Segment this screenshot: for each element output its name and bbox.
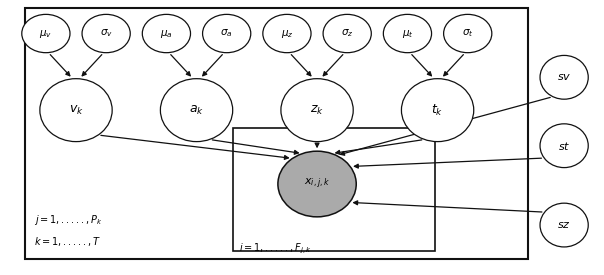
Text: $k=1,.....,T$: $k=1,.....,T$	[34, 235, 101, 248]
Ellipse shape	[443, 14, 492, 53]
Text: $t_k$: $t_k$	[431, 103, 444, 118]
Text: $x_{i,j,k}$: $x_{i,j,k}$	[304, 177, 330, 191]
Ellipse shape	[161, 79, 233, 142]
Ellipse shape	[540, 56, 588, 99]
Ellipse shape	[40, 79, 112, 142]
Ellipse shape	[202, 14, 251, 53]
Text: $\mu_a$: $\mu_a$	[160, 28, 173, 40]
Text: $a_k$: $a_k$	[189, 104, 204, 117]
Text: $\sigma_t$: $\sigma_t$	[462, 28, 474, 39]
Bar	[233, 128, 434, 251]
Text: $\mu_v$: $\mu_v$	[39, 28, 53, 40]
Text: $v_k$: $v_k$	[69, 104, 83, 117]
Ellipse shape	[281, 79, 353, 142]
Text: $i=1,.....,F_{j,k}$: $i=1,.....,F_{j,k}$	[239, 241, 312, 255]
Text: $\sigma_z$: $\sigma_z$	[341, 28, 353, 39]
Ellipse shape	[278, 151, 356, 217]
Text: $j=1,.....,P_k$: $j=1,.....,P_k$	[34, 213, 103, 227]
Ellipse shape	[323, 14, 371, 53]
Ellipse shape	[263, 14, 311, 53]
Ellipse shape	[540, 203, 588, 247]
Text: $\mu_t$: $\mu_t$	[402, 28, 413, 40]
Ellipse shape	[22, 14, 70, 53]
Ellipse shape	[540, 124, 588, 167]
Text: $z_k$: $z_k$	[310, 104, 324, 117]
Bar	[25, 7, 528, 259]
Text: $\sigma_a$: $\sigma_a$	[220, 28, 233, 39]
Ellipse shape	[402, 79, 474, 142]
Text: $sv$: $sv$	[557, 72, 571, 82]
Ellipse shape	[82, 14, 130, 53]
Text: $\sigma_v$: $\sigma_v$	[100, 28, 112, 39]
Text: $st$: $st$	[558, 140, 570, 152]
Ellipse shape	[143, 14, 190, 53]
Text: $\mu_z$: $\mu_z$	[281, 28, 294, 40]
Ellipse shape	[384, 14, 432, 53]
Text: $sz$: $sz$	[557, 220, 571, 230]
